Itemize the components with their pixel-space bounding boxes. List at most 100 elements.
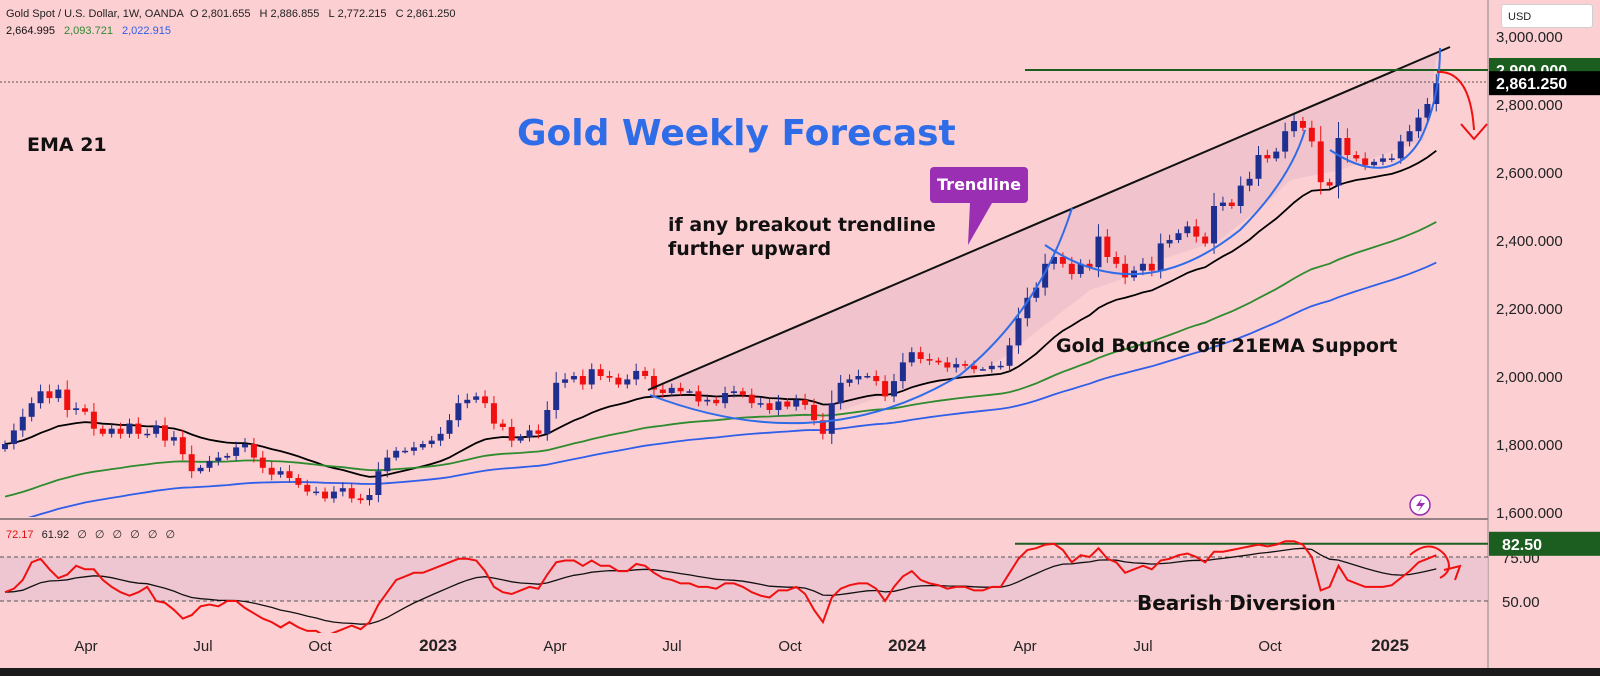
candle-body — [1335, 138, 1342, 186]
candle — [1175, 229, 1182, 243]
candle-body — [322, 491, 329, 499]
candle — [793, 394, 800, 411]
candle-body — [1211, 206, 1218, 244]
support-text: Gold Bounce off 21EMA Support — [1056, 335, 1398, 357]
candle-body — [455, 403, 462, 421]
candle — [1006, 337, 1013, 372]
candle — [1246, 171, 1253, 192]
candle — [384, 449, 391, 478]
candle-body — [1175, 233, 1182, 240]
candle-body — [135, 423, 142, 434]
candle-body — [357, 498, 364, 501]
candle — [979, 367, 986, 371]
candle-body — [944, 362, 951, 368]
ascending-trendline — [647, 46, 1451, 391]
candle — [713, 396, 720, 406]
candle — [1166, 234, 1173, 248]
candle — [206, 455, 213, 472]
candle-body — [1228, 202, 1235, 206]
candle-body — [695, 391, 702, 402]
candle-body — [1095, 236, 1102, 268]
candle-body — [1282, 131, 1289, 152]
candle-body — [1042, 263, 1049, 288]
candle-body — [624, 379, 631, 385]
candle-body — [1059, 257, 1066, 264]
candle-body — [55, 389, 62, 399]
candle-body — [1397, 141, 1404, 159]
candle-body — [1122, 263, 1129, 278]
cup-arc-2 — [1044, 129, 1306, 276]
price-tick-label: 2,800.000 — [1496, 97, 1563, 114]
candle-body — [659, 389, 666, 393]
candle — [873, 370, 880, 386]
candle — [739, 387, 746, 398]
candle-body — [366, 495, 373, 501]
candle — [1042, 253, 1049, 296]
candle-body — [713, 399, 720, 404]
candle — [295, 474, 302, 488]
candle — [704, 394, 711, 406]
candle-body — [1299, 121, 1306, 128]
ema-value-blue: 2,022.915 — [122, 25, 171, 37]
currency-selector[interactable]: USD — [1501, 4, 1593, 28]
trendline-callout: Trendline — [930, 167, 1028, 203]
candle — [917, 346, 924, 364]
time-axis-label: Jul — [1133, 638, 1152, 655]
candle-body — [535, 430, 542, 434]
candle-body — [971, 365, 978, 370]
candle-body — [46, 391, 53, 399]
candle-body — [144, 433, 151, 436]
candle — [1095, 224, 1102, 278]
candle-body — [935, 360, 942, 363]
candle-body — [793, 399, 800, 407]
candle — [997, 361, 1004, 370]
rsi-forecast-arrow — [1409, 545, 1450, 579]
candle-body — [882, 381, 889, 397]
candle-body — [1255, 155, 1262, 179]
forecast-arrow-head — [1460, 123, 1488, 141]
candle-body — [650, 376, 657, 390]
price-tick-label: 2,200.000 — [1496, 301, 1563, 318]
candle-body — [784, 401, 791, 407]
symbol-name[interactable]: Gold Spot / U.S. Dollar, 1W, OANDA — [6, 8, 184, 20]
candle — [322, 487, 329, 502]
candle-body — [1113, 257, 1120, 264]
candle-body — [348, 488, 355, 499]
candle-body — [988, 365, 995, 370]
candle — [224, 453, 231, 460]
open-label: O — [189, 8, 199, 20]
candle-body — [739, 391, 746, 395]
price-tick-label: 3,000.000 — [1496, 29, 1563, 46]
candle — [1282, 122, 1289, 159]
candle-body — [384, 457, 391, 472]
candle-body — [926, 359, 933, 361]
breakout-text-line-1: if any breakout trendline — [668, 214, 936, 236]
candle-body — [277, 471, 284, 475]
candle-body — [473, 396, 480, 400]
candle-body — [490, 403, 497, 424]
candle — [882, 375, 889, 402]
candle — [1211, 192, 1218, 254]
candle-body — [295, 478, 302, 485]
candle-body — [1406, 131, 1413, 142]
candle-body — [2, 444, 8, 450]
candle-body — [722, 393, 729, 404]
candle-body — [224, 455, 231, 458]
candle-body — [499, 423, 506, 427]
candle — [1024, 287, 1031, 327]
candle-body — [642, 370, 649, 376]
ema-green-line — [4, 221, 1437, 498]
forecast-arrow-down — [1436, 70, 1475, 131]
candle-body — [188, 454, 195, 472]
close-value: 2,861.250 — [406, 8, 456, 20]
candle — [46, 384, 53, 404]
candle-body — [82, 408, 89, 412]
candle — [1219, 196, 1226, 211]
candle — [37, 384, 44, 409]
candle — [650, 368, 657, 396]
candle — [802, 393, 809, 410]
candle — [1139, 258, 1146, 276]
candle-body — [108, 428, 115, 434]
bottom-toolbar-strip — [0, 668, 1600, 676]
